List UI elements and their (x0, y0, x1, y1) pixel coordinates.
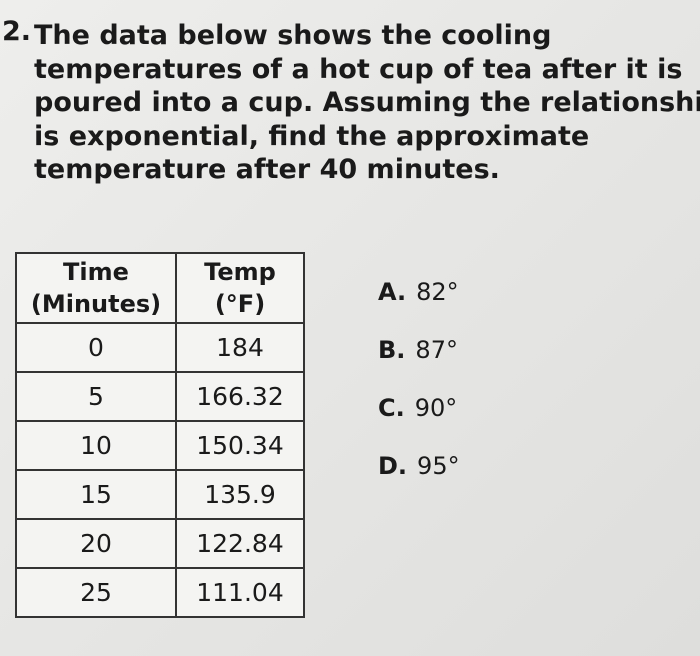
option-label: A. (378, 278, 407, 306)
table-cell: 184 (175, 322, 305, 373)
table-cell: 135.9 (175, 469, 305, 520)
header-line: (Minutes) (30, 290, 162, 318)
table-row: 10 150.34 (15, 420, 305, 471)
header-line: (°F) (214, 290, 266, 318)
table-cell: 166.32 (175, 371, 305, 422)
table-row: 25 111.04 (15, 567, 305, 618)
option-label: D. (378, 452, 408, 480)
header-row: Time (Minutes) Temp (°F) (15, 252, 305, 324)
table-cell: 0 (15, 322, 177, 373)
table-body: Time (Minutes) Temp (°F) 0 184 5 166.32 10 150.… (15, 252, 305, 618)
question-text: temperatures of a hot cup of tea after i… (34, 54, 683, 85)
table-cell: 150.34 (175, 420, 305, 471)
question-text: poured into a cup. Assuming the relation… (34, 87, 700, 118)
table-cell: 122.84 (175, 518, 305, 569)
table-cell: 10 (15, 420, 177, 471)
question-text: temperature after 40 minutes. (34, 154, 500, 185)
table-row: 0 184 (15, 322, 305, 373)
table-cell: 111.04 (175, 567, 305, 618)
option-text: 90° (414, 394, 458, 422)
option-text: 87° (415, 336, 458, 364)
table-row: 5 166.32 (15, 371, 305, 422)
option-text: 82° (416, 278, 459, 306)
header-cell: Temp (°F) (175, 252, 305, 324)
table-cell: 20 (15, 518, 177, 569)
option: A. 82° (378, 278, 459, 306)
option: D. 95° (378, 452, 460, 480)
question-text: is exponential, find the approximate (34, 121, 590, 152)
option: C. 90° (378, 394, 457, 422)
header-line: Temp (204, 258, 276, 286)
data-table: Time (Minutes) Temp (°F) 0 184 5 166.32 10 150.… (15, 252, 305, 618)
option-label: B. (378, 336, 406, 364)
table-cell: 5 (15, 371, 177, 422)
table-row: 15 135.9 (15, 469, 305, 520)
option-text: 95° (417, 452, 460, 480)
question-text: The data below shows the cooling (34, 20, 552, 51)
header-line: Time (63, 258, 129, 286)
question-number: 2. (2, 16, 32, 47)
table-cell: 25 (15, 567, 177, 618)
table-cell: 15 (15, 469, 177, 520)
table-row: 20 122.84 (15, 518, 305, 569)
header-cell: Time (Minutes) (15, 252, 177, 324)
option: B. 87° (378, 336, 458, 364)
option-label: C. (378, 394, 405, 422)
